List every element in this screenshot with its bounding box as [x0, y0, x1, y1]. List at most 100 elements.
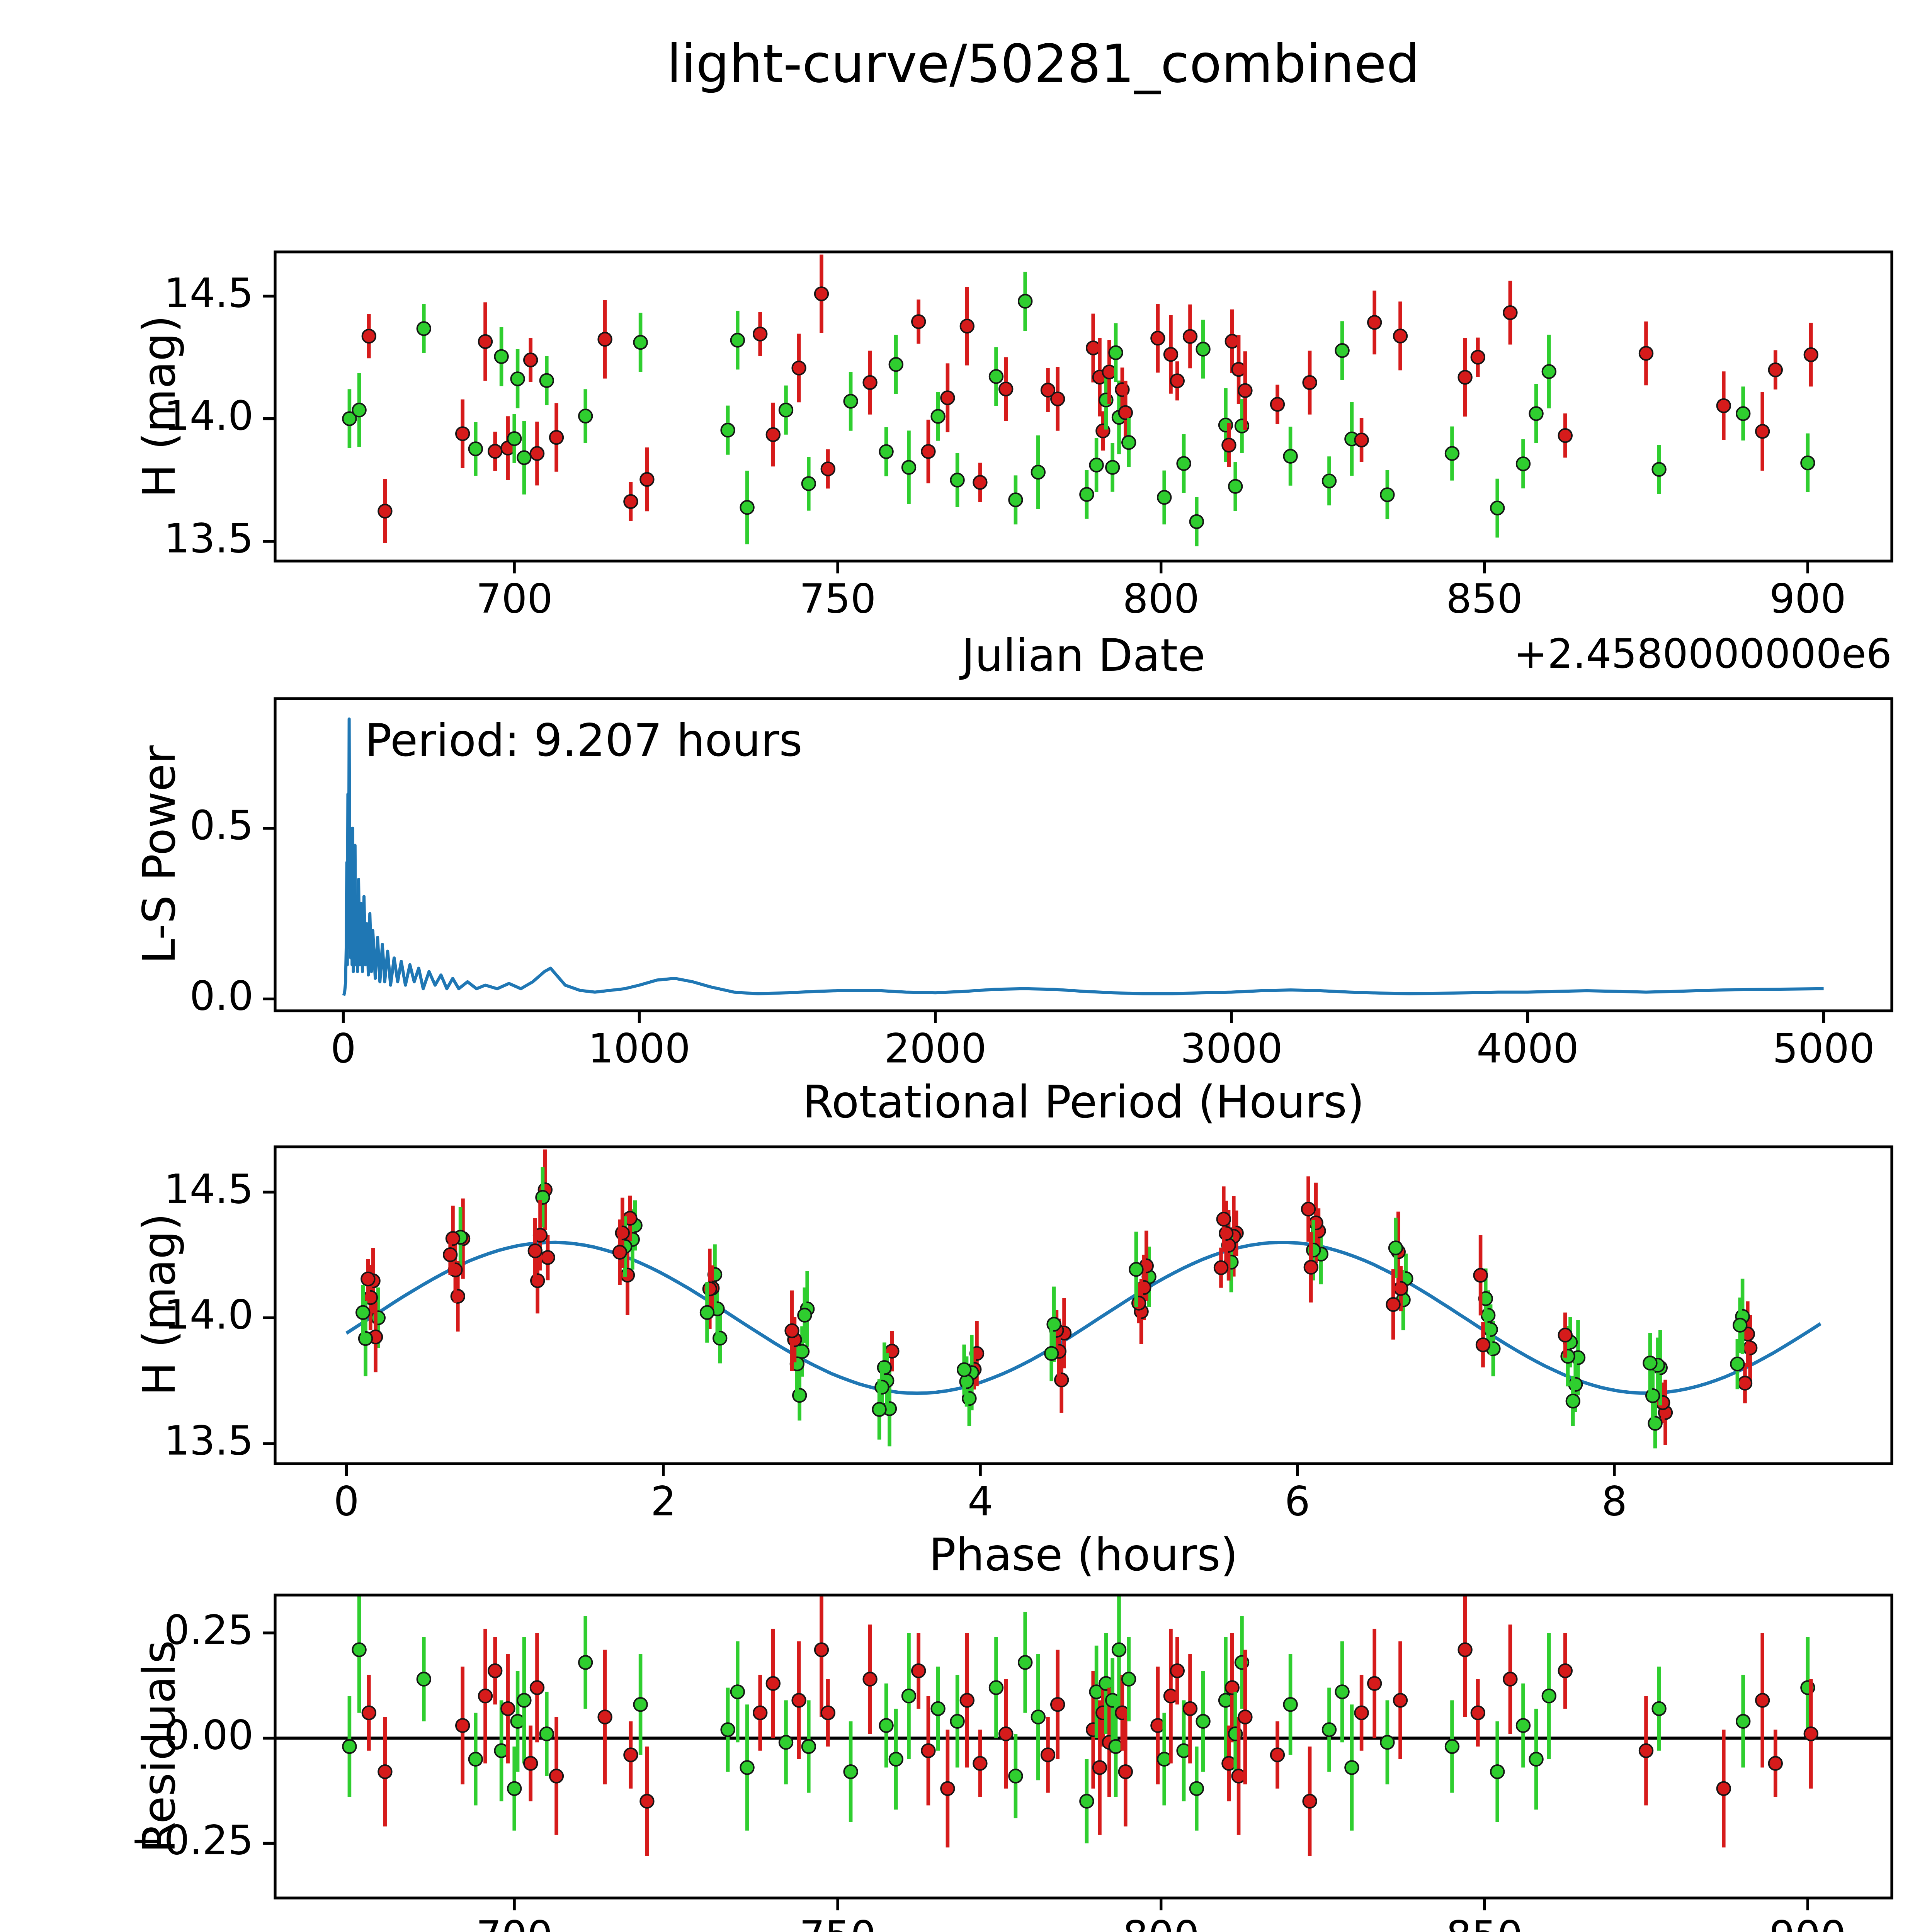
data-point — [633, 335, 648, 350]
data-point — [540, 1250, 555, 1265]
data-point — [879, 444, 894, 459]
data-point — [1182, 1701, 1198, 1716]
data-point — [973, 1756, 988, 1771]
data-point — [862, 1672, 878, 1687]
x-tick-label: 750 — [799, 575, 876, 622]
data-point — [1182, 329, 1198, 344]
data-point — [720, 1722, 735, 1737]
data-point — [1768, 362, 1783, 378]
period-annotation: Period: 9.207 hours — [365, 714, 803, 767]
periodogram-xlabel: Rotational Period (Hours) — [802, 1076, 1365, 1128]
data-point — [801, 476, 816, 491]
data-point — [1031, 464, 1046, 480]
data-point — [1228, 479, 1243, 494]
data-point — [1470, 1705, 1486, 1720]
x-tick-label: 1000 — [588, 1025, 690, 1072]
data-point — [416, 1672, 431, 1687]
data-point — [740, 1760, 755, 1775]
data-point — [940, 1781, 955, 1796]
x-tick-label: 6 — [1285, 1478, 1310, 1525]
data-point — [1529, 406, 1544, 421]
data-point — [988, 1680, 1004, 1695]
data-point — [1393, 1693, 1408, 1708]
data-point — [957, 1362, 972, 1377]
plot-area — [275, 1595, 1892, 1856]
y-tick-label: 14.0 — [164, 392, 253, 439]
data-point — [1335, 1684, 1350, 1699]
data-point — [930, 1701, 946, 1716]
data-point — [1541, 364, 1557, 379]
y-tick-label: 14.5 — [164, 1166, 253, 1213]
data-point — [1473, 1268, 1488, 1283]
data-point — [639, 1794, 655, 1809]
data-point — [1008, 1769, 1023, 1784]
data-point — [1638, 346, 1654, 361]
x-tick-label: 800 — [1123, 575, 1200, 622]
data-point — [1800, 455, 1815, 471]
data-point — [352, 1642, 367, 1657]
data-point — [1803, 347, 1819, 362]
data-point — [597, 1709, 612, 1725]
data-point — [1129, 1262, 1144, 1277]
axes-frame — [274, 1594, 1893, 1900]
periodogram-plot: 0 1000 2000 3000 4000 5000 0.0 0.5 — [190, 697, 1893, 1072]
data-point — [1092, 1760, 1107, 1775]
data-point — [620, 1267, 635, 1283]
data-point — [1008, 492, 1023, 507]
data-point — [1225, 1680, 1240, 1695]
data-point — [478, 1689, 493, 1704]
data-point — [973, 475, 988, 490]
data-point — [814, 286, 829, 301]
x-tick-label: 3000 — [1180, 1025, 1283, 1072]
data-point — [612, 1245, 628, 1260]
data-point — [901, 460, 917, 475]
data-point — [1444, 446, 1460, 461]
data-point — [378, 1764, 393, 1779]
data-point — [699, 1305, 715, 1320]
data-point — [1283, 449, 1298, 464]
data-point — [1645, 1388, 1660, 1403]
x-tick-label: 900 — [1769, 1912, 1846, 1932]
data-point — [1380, 487, 1395, 502]
data-point — [1270, 397, 1285, 412]
data-point — [950, 1714, 965, 1729]
data-point — [478, 334, 493, 349]
y-tick-label: 14.5 — [164, 270, 253, 317]
data-point — [872, 1402, 887, 1417]
data-point — [911, 1663, 926, 1679]
y-tick-label: 0.0 — [190, 973, 253, 1020]
data-point — [988, 369, 1004, 384]
data-point — [1111, 1642, 1127, 1657]
plot-area — [345, 1149, 1821, 1449]
data-point — [455, 1718, 470, 1733]
data-point — [1736, 406, 1751, 421]
data-point — [633, 1697, 648, 1712]
x-tick-label: 700 — [476, 575, 553, 622]
data-point — [702, 1281, 718, 1296]
data-point — [1648, 1416, 1663, 1431]
data-point — [765, 427, 781, 442]
data-point — [535, 1190, 550, 1205]
data-point — [510, 371, 525, 386]
data-point — [1018, 1655, 1033, 1670]
data-point — [1196, 1714, 1211, 1729]
data-point — [1121, 1672, 1136, 1687]
data-point — [578, 408, 593, 423]
data-point — [1118, 1764, 1133, 1779]
data-point — [1157, 490, 1172, 505]
data-point — [740, 500, 755, 515]
data-point — [1303, 1260, 1319, 1275]
data-point — [1219, 1226, 1234, 1241]
data-point — [1481, 1308, 1496, 1323]
periodogram-ylabel: L-S Power — [133, 745, 185, 964]
data-point — [378, 503, 393, 519]
data-point — [1458, 1642, 1473, 1657]
data-point — [597, 332, 612, 347]
data-point — [507, 431, 522, 446]
data-point — [1716, 1781, 1731, 1796]
x-tick-label: 5000 — [1772, 1025, 1875, 1072]
data-point — [1308, 1215, 1323, 1231]
data-point — [901, 1689, 917, 1704]
data-point — [765, 1676, 781, 1691]
